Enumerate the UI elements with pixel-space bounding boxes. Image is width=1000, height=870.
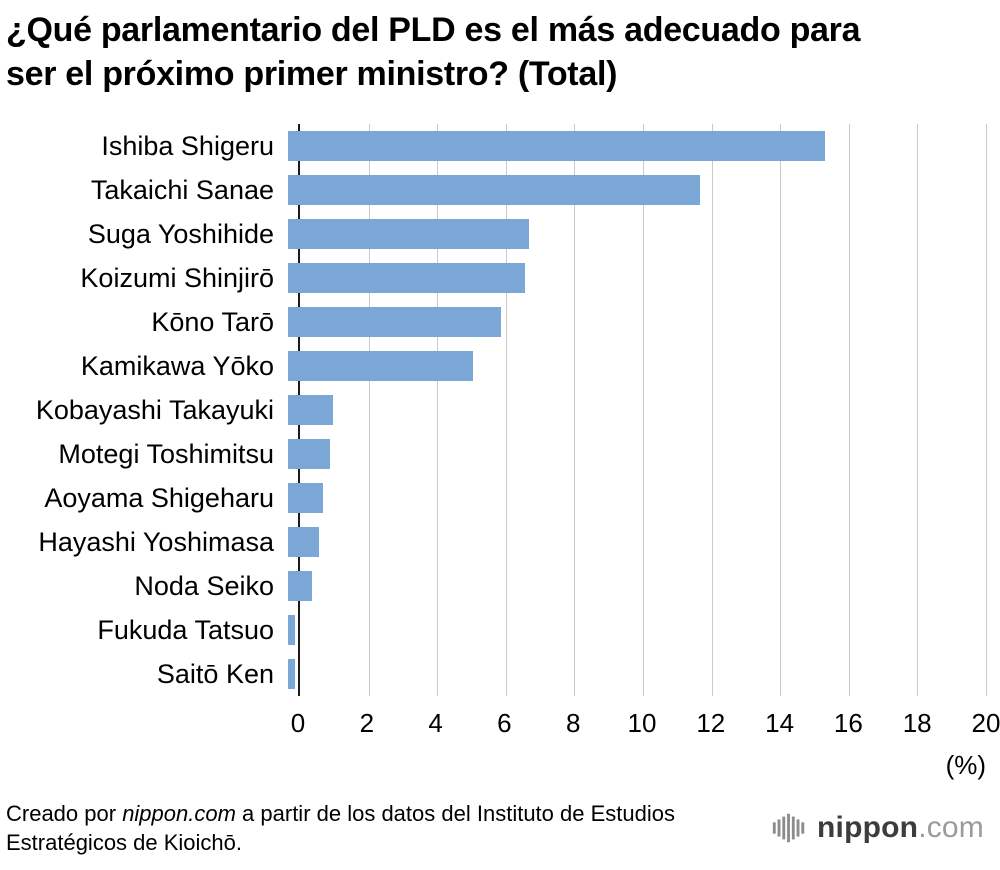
bar bbox=[288, 571, 313, 602]
bar bbox=[288, 131, 826, 162]
bar bbox=[288, 219, 529, 250]
x-tick-label: 18 bbox=[902, 708, 932, 739]
category-label: Ishiba Shigeru bbox=[101, 130, 274, 161]
x-tick-label: 8 bbox=[565, 708, 581, 739]
category-label: Koizumi Shinjirō bbox=[80, 262, 274, 293]
bar-track bbox=[288, 439, 986, 470]
bar-chart: Ishiba Shigeru Takaichi Sanae Suga Yoshihi… bbox=[6, 124, 1000, 781]
bar-track bbox=[288, 659, 986, 690]
x-tick-label: 16 bbox=[833, 708, 863, 739]
bar bbox=[288, 263, 526, 294]
bar-track bbox=[288, 527, 986, 558]
bar bbox=[288, 483, 323, 514]
bar-track bbox=[288, 615, 986, 646]
category-label: Fukuda Tatsuo bbox=[97, 614, 274, 645]
source-note: Creado por nippon.com a partir de los da… bbox=[6, 799, 696, 858]
chart-row: Hayashi Yoshimasa bbox=[6, 520, 986, 564]
chart-row: Noda Seiko bbox=[6, 564, 986, 608]
bar-track bbox=[288, 263, 986, 294]
chart-row: Kobayashi Takayuki bbox=[6, 388, 986, 432]
bar bbox=[288, 307, 501, 338]
x-tick-label: 4 bbox=[428, 708, 443, 739]
chart-row: Takaichi Sanae bbox=[6, 168, 986, 212]
category-label: Suga Yoshihide bbox=[87, 218, 274, 249]
chart-row: Saitō Ken bbox=[6, 652, 986, 696]
x-tick-label: 2 bbox=[359, 708, 375, 739]
source-note-suffix: a partir de los datos del Instituto de E… bbox=[6, 800, 675, 856]
page-title: ¿Qué parlamentario del PLD es el más ade… bbox=[6, 11, 861, 94]
x-tick-label: 20 bbox=[971, 708, 1000, 739]
source-note-brand: nippon.com bbox=[122, 800, 236, 826]
chart-row: Kamikawa Yōko bbox=[6, 344, 986, 388]
bar-track bbox=[288, 571, 986, 602]
chart-row: Motegi Toshimitsu bbox=[6, 432, 986, 476]
bar bbox=[288, 615, 295, 646]
category-label: Noda Seiko bbox=[134, 570, 274, 601]
nippon-logo-tld: .com bbox=[918, 811, 984, 845]
bar-track bbox=[288, 131, 986, 162]
nippon-logo-name: nippon bbox=[817, 811, 919, 845]
category-label: Saitō Ken bbox=[156, 658, 274, 689]
chart-row: Koizumi Shinjirō bbox=[6, 256, 986, 300]
footer: Creado por nippon.com a partir de los da… bbox=[6, 799, 984, 858]
x-tick-label: 14 bbox=[765, 708, 795, 739]
category-label: Motegi Toshimitsu bbox=[58, 438, 274, 469]
x-tick-label: 6 bbox=[497, 708, 512, 739]
nippon-logo: nippon.com bbox=[770, 809, 984, 847]
bar-track bbox=[288, 307, 986, 338]
category-label: Takaichi Sanae bbox=[90, 174, 274, 205]
chart-row: Fukuda Tatsuo bbox=[6, 608, 986, 652]
bar-track bbox=[288, 483, 986, 514]
bar-track bbox=[288, 351, 986, 382]
category-label: Kōno Tarō bbox=[151, 306, 274, 337]
chart-row: Kōno Tarō bbox=[6, 300, 986, 344]
chart-row: Ishiba Shigeru bbox=[6, 124, 986, 168]
bar bbox=[288, 659, 295, 690]
gridline bbox=[986, 124, 987, 697]
bar bbox=[288, 527, 320, 558]
x-axis: 0 2 4 6 8 10 12 14 16 18 20 bbox=[291, 708, 1000, 740]
x-axis-label: (%) bbox=[945, 750, 986, 781]
nippon-logo-text: nippon.com bbox=[817, 811, 984, 845]
category-label: Kamikawa Yōko bbox=[80, 350, 274, 381]
chart-rows: Ishiba Shigeru Takaichi Sanae Suga Yoshihi… bbox=[6, 124, 986, 696]
nippon-logo-bars-icon bbox=[772, 814, 805, 843]
bar bbox=[288, 351, 473, 382]
x-tick-label: 12 bbox=[696, 708, 726, 739]
bar-track bbox=[288, 395, 986, 426]
bar bbox=[288, 439, 330, 470]
category-label: Hayashi Yoshimasa bbox=[38, 526, 274, 557]
category-label: Aoyama Shigeharu bbox=[44, 482, 274, 513]
bar bbox=[288, 395, 334, 426]
bar-track bbox=[288, 175, 986, 206]
source-note-prefix: Creado por bbox=[6, 800, 123, 826]
x-tick-label: 10 bbox=[627, 708, 657, 739]
bar bbox=[288, 175, 700, 206]
x-tick-label: 0 bbox=[290, 708, 306, 739]
chart-row: Aoyama Shigeharu bbox=[6, 476, 986, 520]
chart-row: Suga Yoshihide bbox=[6, 212, 986, 256]
bar-track bbox=[288, 219, 986, 250]
category-label: Kobayashi Takayuki bbox=[35, 394, 274, 425]
